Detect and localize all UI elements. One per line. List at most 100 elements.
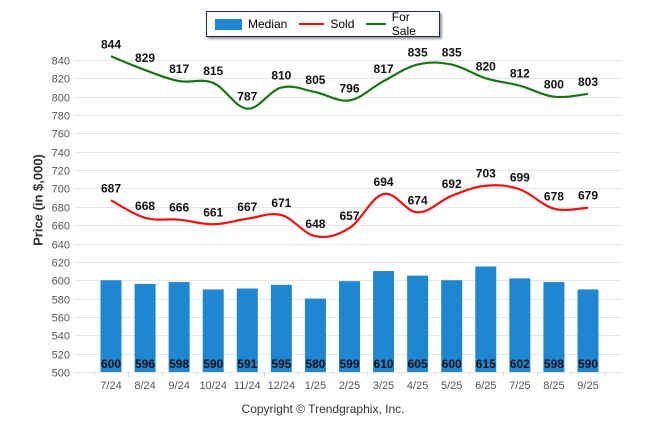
for-sale-value-label: 815 — [203, 64, 223, 78]
legend-label-median: Median — [248, 17, 288, 31]
y-tick-label: 720 — [52, 166, 70, 178]
median-bars — [100, 266, 599, 372]
median-bar — [475, 266, 497, 372]
median-bar — [373, 271, 395, 372]
median-value-label: 602 — [510, 357, 530, 371]
gridlines — [74, 60, 622, 373]
for-sale-value-label: 835 — [408, 46, 428, 60]
for-sale-value-label: 810 — [271, 69, 291, 83]
x-tick-label: 6/25 — [475, 380, 496, 392]
sold-value-label: 703 — [476, 167, 496, 181]
legend-item-for-sale: For Sale — [366, 10, 427, 38]
x-axis-ticks: 7/24 8/24 9/24 10/24 11/24 12/24 1/25 2/25 3/25 4… — [74, 372, 622, 392]
legend-item-median: Median — [215, 17, 287, 31]
y-tick-label: 560 — [52, 313, 70, 325]
y-axis-ticks: 500 520 540 560 580 600 620 640 660 680 700 720 740 7… — [52, 56, 70, 380]
median-value-label: 595 — [271, 357, 291, 371]
for-sale-value-label: 829 — [135, 51, 155, 65]
y-tick-label: 500 — [52, 368, 70, 380]
median-bar — [577, 289, 599, 372]
median-value-label: 591 — [237, 357, 257, 371]
sold-value-label: 694 — [374, 175, 394, 189]
median-value-label: 600 — [442, 357, 462, 371]
median-value-label: 590 — [203, 357, 223, 371]
median-bar — [339, 281, 360, 372]
sold-value-label: 692 — [442, 177, 462, 191]
median-value-label: 580 — [305, 357, 325, 371]
for-sale-value-label: 835 — [442, 46, 462, 60]
sold-value-label: 661 — [203, 205, 223, 219]
median-value-label: 598 — [169, 357, 189, 371]
sold-value-label: 678 — [544, 190, 564, 204]
for-sale-value-label: 844 — [101, 37, 121, 51]
median-value-label: 600 — [101, 357, 121, 371]
for-sale-value-label: 803 — [578, 75, 598, 89]
y-tick-label: 820 — [52, 74, 70, 86]
y-tick-label: 600 — [52, 276, 70, 288]
median-bar — [134, 283, 156, 372]
median-value-label: 599 — [339, 357, 359, 371]
median-bar — [441, 280, 463, 372]
x-tick-label: 8/25 — [543, 380, 564, 392]
for-sale-value-label: 817 — [169, 62, 189, 76]
x-tick-label: 8/24 — [134, 380, 155, 392]
legend-label-sold: Sold — [330, 17, 355, 31]
median-bar — [236, 288, 258, 372]
for-sale-value-label: 796 — [339, 81, 359, 95]
y-tick-label: 840 — [52, 56, 70, 68]
sold-value-label: 674 — [408, 193, 428, 207]
for-sale-value-label: 812 — [510, 67, 530, 81]
median-value-label: 610 — [374, 357, 394, 371]
y-axis-title: Price (in $,000) — [30, 154, 46, 246]
legend-label-for-sale: For Sale — [391, 10, 416, 38]
data-labels: 600 596 598 590 591 595 580 599 610 605 600 615 602 5… — [101, 37, 598, 371]
for-sale-value-label: 820 — [476, 59, 496, 73]
median-bar — [168, 282, 190, 372]
y-tick-label: 740 — [52, 148, 70, 160]
for-sale-line — [110, 55, 589, 110]
x-tick-label: 9/24 — [168, 380, 189, 392]
y-tick-label: 800 — [52, 93, 70, 105]
sold-value-label: 668 — [135, 199, 155, 213]
median-bar — [100, 280, 122, 372]
x-tick-label: 2/25 — [339, 380, 360, 392]
x-tick-label: 7/25 — [509, 380, 530, 392]
sold-line — [110, 184, 589, 239]
sold-value-label: 657 — [339, 209, 359, 223]
x-tick-label: 4/25 — [407, 380, 428, 392]
median-bar — [407, 275, 429, 372]
y-tick-label: 680 — [52, 203, 70, 215]
series-lines — [110, 55, 589, 239]
y-tick-label: 540 — [52, 331, 70, 343]
y-tick-label: 700 — [52, 184, 70, 196]
sold-value-label: 666 — [169, 201, 189, 215]
x-tick-label: 7/24 — [100, 380, 121, 392]
legend-swatch-median — [215, 18, 242, 30]
sold-value-label: 648 — [305, 217, 325, 231]
for-sale-value-label: 800 — [544, 78, 564, 92]
sold-value-label: 679 — [578, 189, 598, 203]
sold-value-label: 667 — [237, 200, 257, 214]
x-tick-label: 3/25 — [373, 380, 394, 392]
y-tick-label: 620 — [52, 258, 70, 270]
median-value-label: 596 — [135, 357, 155, 371]
for-sale-value-label: 817 — [374, 62, 394, 76]
median-value-label: 605 — [408, 357, 428, 371]
legend-swatch-for-sale — [366, 23, 386, 25]
y-tick-label: 760 — [52, 129, 70, 141]
for-sale-value-label: 787 — [237, 90, 257, 104]
median-bar — [304, 298, 326, 372]
legend-item-sold: Sold — [299, 17, 354, 31]
x-tick-label: 10/24 — [199, 380, 227, 392]
median-value-label: 590 — [578, 357, 598, 371]
median-bar — [270, 284, 292, 372]
median-value-label: 615 — [476, 357, 496, 371]
median-bar — [202, 289, 224, 372]
x-tick-label: 5/25 — [441, 380, 462, 392]
for-sale-value-label: 805 — [305, 73, 325, 87]
y-tick-label: 780 — [52, 111, 70, 123]
x-tick-label: 9/25 — [577, 380, 598, 392]
y-tick-label: 580 — [52, 295, 70, 307]
y-tick-label: 660 — [52, 221, 70, 233]
